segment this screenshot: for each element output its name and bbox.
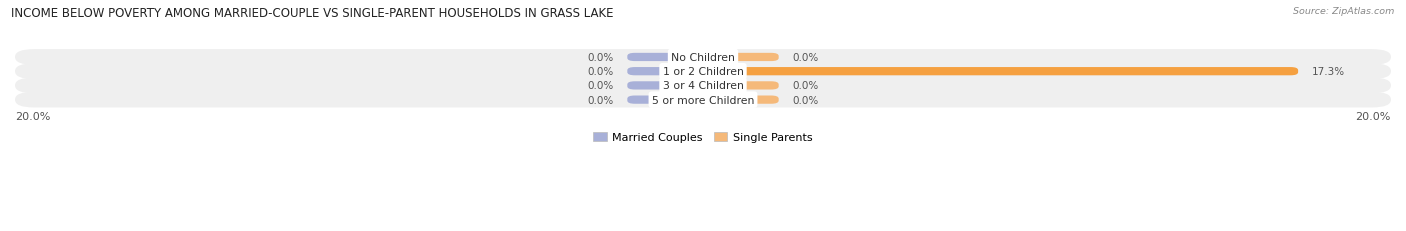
FancyBboxPatch shape xyxy=(627,68,703,76)
Text: 1 or 2 Children: 1 or 2 Children xyxy=(662,67,744,77)
Text: Source: ZipAtlas.com: Source: ZipAtlas.com xyxy=(1294,7,1395,16)
Text: 0.0%: 0.0% xyxy=(588,53,613,63)
Text: 0.0%: 0.0% xyxy=(588,81,613,91)
FancyBboxPatch shape xyxy=(15,64,1391,80)
Text: INCOME BELOW POVERTY AMONG MARRIED-COUPLE VS SINGLE-PARENT HOUSEHOLDS IN GRASS L: INCOME BELOW POVERTY AMONG MARRIED-COUPL… xyxy=(11,7,614,20)
FancyBboxPatch shape xyxy=(15,78,1391,94)
FancyBboxPatch shape xyxy=(627,54,703,62)
Legend: Married Couples, Single Parents: Married Couples, Single Parents xyxy=(593,132,813,143)
Text: 20.0%: 20.0% xyxy=(15,112,51,122)
FancyBboxPatch shape xyxy=(703,68,1298,76)
FancyBboxPatch shape xyxy=(15,92,1391,108)
Text: No Children: No Children xyxy=(671,53,735,63)
Text: 17.3%: 17.3% xyxy=(1312,67,1346,77)
Text: 0.0%: 0.0% xyxy=(793,53,818,63)
Text: 0.0%: 0.0% xyxy=(793,81,818,91)
FancyBboxPatch shape xyxy=(15,50,1391,66)
FancyBboxPatch shape xyxy=(703,96,779,104)
Text: 0.0%: 0.0% xyxy=(793,95,818,105)
Text: 0.0%: 0.0% xyxy=(588,95,613,105)
Text: 3 or 4 Children: 3 or 4 Children xyxy=(662,81,744,91)
FancyBboxPatch shape xyxy=(703,82,779,90)
Text: 0.0%: 0.0% xyxy=(588,67,613,77)
FancyBboxPatch shape xyxy=(627,82,703,90)
FancyBboxPatch shape xyxy=(703,54,779,62)
Text: 5 or more Children: 5 or more Children xyxy=(652,95,754,105)
Text: 20.0%: 20.0% xyxy=(1355,112,1391,122)
FancyBboxPatch shape xyxy=(627,96,703,104)
